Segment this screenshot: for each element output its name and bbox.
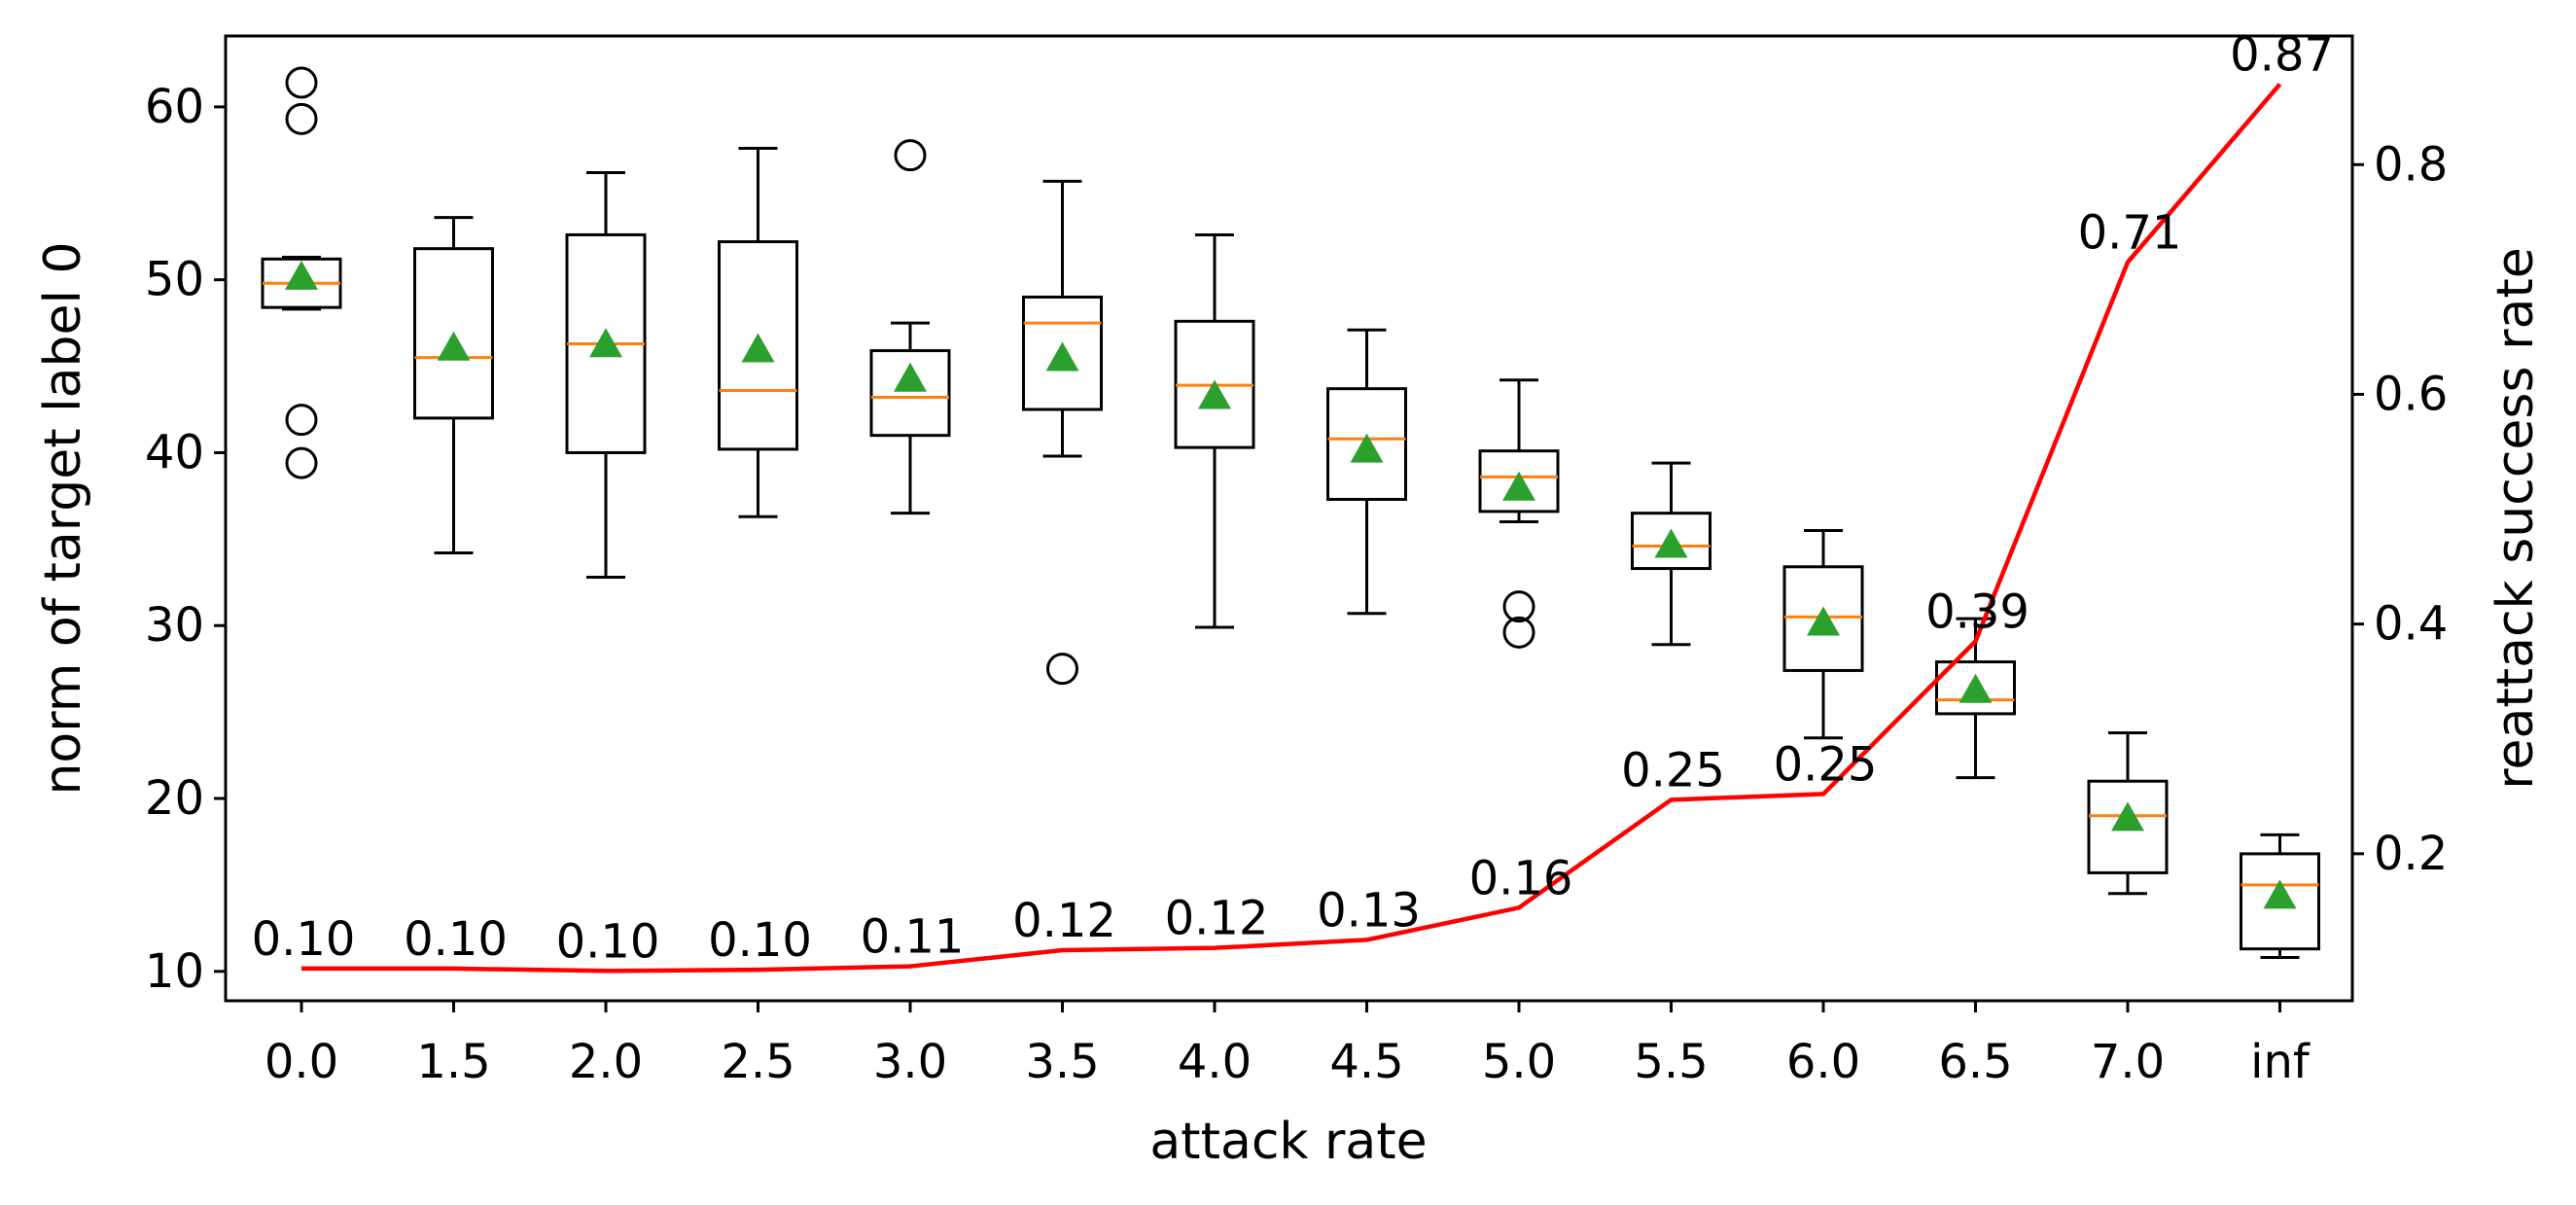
box-9 [1631, 461, 1711, 647]
mean-marker [1502, 471, 1535, 501]
box-10 [1782, 528, 1864, 740]
box-6 [1174, 232, 1255, 629]
data-label-11: 0.39 [1925, 585, 2029, 639]
data-label-4: 0.11 [861, 910, 965, 965]
y-axis-ticks: 10 20 30 40 50 60 [145, 80, 226, 999]
mean-marker [741, 333, 775, 363]
mean-marker [1654, 528, 1688, 558]
x-tick-label: 6.5 [1938, 1035, 2012, 1089]
box-iqr [718, 240, 798, 451]
outlier-point [1502, 590, 1535, 623]
box-2 [565, 170, 647, 579]
x-tick-label: 0.0 [265, 1035, 338, 1089]
box-iqr [1935, 660, 2016, 716]
data-label-6: 0.12 [1165, 892, 1269, 946]
box-iqr [1022, 295, 1103, 411]
box-iqr [413, 247, 494, 420]
x-axis-label: attack rate [1149, 1113, 1427, 1171]
outlier-point [1502, 616, 1535, 649]
box-plots [261, 66, 2320, 960]
y-tick-label: 20 [145, 771, 204, 826]
data-label-1: 0.10 [404, 912, 508, 967]
outlier-point [894, 139, 927, 172]
box-7 [1326, 328, 1407, 616]
x-tick-label: 2.5 [721, 1035, 794, 1089]
x-tick-label: 6.0 [1786, 1035, 1860, 1089]
box-iqr [1326, 387, 1407, 501]
reattack-line [301, 83, 2282, 974]
data-label-8: 0.16 [1469, 851, 1573, 905]
x-tick-label: 5.5 [1634, 1035, 1708, 1089]
plot-frame [224, 34, 2354, 1003]
mean-marker [1807, 606, 1840, 636]
mean-marker [2263, 879, 2297, 909]
mean-marker [1198, 379, 1231, 409]
y-tick-label: 10 [145, 944, 204, 999]
y-axis-label: norm of target label 0 [34, 241, 92, 795]
x-tick-label: 4.5 [1329, 1035, 1403, 1089]
y-right-tick-label: 0.4 [2374, 597, 2448, 652]
mean-marker [589, 328, 622, 358]
data-label-2: 0.10 [556, 914, 660, 969]
mean-marker [2111, 801, 2144, 832]
box-12 [2087, 730, 2169, 896]
line-data-labels: 0.10 0.10 0.10 0.10 0.11 0.12 0.12 0.13 0.16 0.25… [252, 28, 2334, 970]
mean-marker [1045, 341, 1079, 372]
x-tick-label: 5.0 [1482, 1035, 1556, 1089]
y-axis-right-label: reattack success rate [2487, 247, 2545, 790]
box-13 [2240, 833, 2320, 960]
mean-marker [437, 331, 471, 361]
data-label-9: 0.25 [1621, 743, 1725, 797]
box-iqr [869, 349, 951, 438]
box-8 [1478, 378, 1560, 649]
outlier-point [1046, 653, 1078, 686]
x-tick-label: 3.0 [873, 1035, 947, 1089]
y-right-tick-label: 0.2 [2374, 827, 2448, 881]
box-4 [869, 139, 951, 515]
y-tick-label: 30 [145, 598, 204, 653]
data-label-12: 0.71 [2078, 206, 2182, 261]
reattack-line-series [301, 83, 2282, 974]
y-tick-label: 60 [145, 80, 204, 134]
box-5 [1022, 179, 1103, 686]
x-tick-label: 2.0 [569, 1035, 643, 1089]
box-0 [261, 66, 342, 479]
box-1 [413, 216, 494, 555]
data-label-7: 0.13 [1317, 883, 1421, 938]
x-tick-label: 1.5 [416, 1035, 490, 1089]
y-right-tick-label: 0.6 [2374, 367, 2448, 421]
outlier-point [285, 66, 318, 99]
x-tick-label: 3.5 [1025, 1035, 1099, 1089]
data-label-10: 0.25 [1774, 737, 1878, 792]
x-tick-label: 4.0 [1178, 1035, 1252, 1089]
y-right-tick-label: 0.8 [2374, 137, 2448, 192]
mean-marker [894, 362, 927, 392]
y-axis-right-ticks: 0.2 0.4 0.6 0.8 [2352, 137, 2448, 881]
box-3 [718, 147, 798, 518]
data-label-3: 0.10 [708, 913, 812, 968]
outlier-point [285, 404, 318, 437]
data-label-0: 0.10 [252, 912, 356, 967]
outlier-point [285, 102, 318, 135]
y-tick-label: 40 [145, 425, 204, 479]
x-tick-label: inf [2250, 1035, 2311, 1089]
box-iqr [1631, 512, 1711, 571]
box-iqr [1478, 449, 1560, 514]
y-tick-label: 50 [145, 253, 204, 307]
box-iqr [2087, 779, 2169, 874]
mean-marker [1958, 673, 1993, 703]
mean-marker [285, 260, 318, 290]
outlier-point [285, 446, 318, 479]
x-tick-label: 7.0 [2091, 1035, 2165, 1089]
box-iqr [2240, 852, 2320, 951]
mean-marker [1350, 433, 1384, 463]
x-axis-ticks: 0.0 1.5 2.0 2.5 3.0 3.5 4.0 4.5 5.0 5.5 6.0 6.5 7.0 i… [265, 1001, 2311, 1089]
data-label-5: 0.12 [1012, 894, 1116, 948]
box-iqr [1782, 565, 1864, 672]
